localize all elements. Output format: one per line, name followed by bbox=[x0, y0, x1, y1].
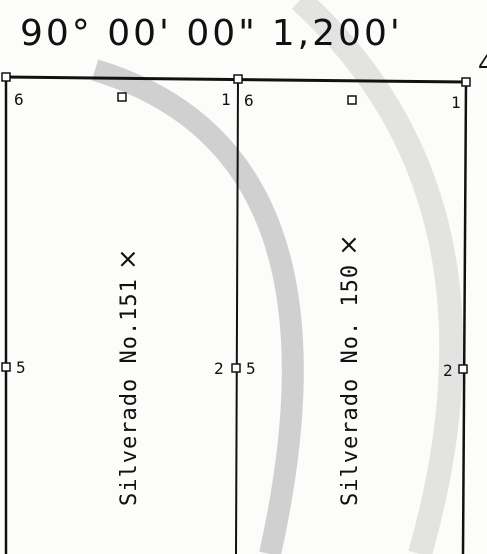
corner-number-1: 1 bbox=[221, 90, 231, 109]
claim-name-text: Silverado No.151 bbox=[117, 278, 142, 506]
corner-number-2: 2 bbox=[214, 359, 224, 378]
corner-number-5: 5 bbox=[246, 359, 256, 378]
bearing-distance-label: 90° 00' 00" 1,200' bbox=[20, 14, 450, 54]
edge-fragment-label: 4 bbox=[478, 50, 487, 78]
watermark-arc bbox=[91, 59, 304, 554]
corner-marker bbox=[233, 74, 243, 84]
corner-number-2: 2 bbox=[443, 361, 453, 380]
corner-marker bbox=[1, 72, 11, 82]
side-center-marker bbox=[231, 363, 241, 373]
corner-number-6: 6 bbox=[244, 91, 254, 110]
check-mark: × bbox=[334, 233, 364, 256]
corner-number-5: 5 bbox=[16, 358, 26, 377]
centerline-marker bbox=[117, 92, 127, 102]
claim-name-151: Silverado No.151 × bbox=[113, 247, 143, 506]
side-center-marker bbox=[1, 362, 11, 372]
side-center-marker bbox=[458, 364, 468, 374]
common-boundary-line bbox=[235, 78, 239, 554]
claim-name-150: Silverado No. 150 × bbox=[334, 233, 364, 506]
watermark-arc-outer bbox=[291, 0, 464, 554]
distance-text: 1,200' bbox=[271, 13, 403, 54]
claim-name-text: Silverado No. 150 bbox=[338, 263, 363, 506]
corner-marker bbox=[461, 77, 471, 87]
east-boundary-line-150 bbox=[461, 81, 468, 554]
check-mark: × bbox=[113, 247, 143, 271]
centerline-marker bbox=[347, 95, 357, 105]
bearing-text: 90° 00' 00" bbox=[20, 13, 258, 54]
corner-number-6: 6 bbox=[14, 90, 24, 109]
corner-number-1: 1 bbox=[451, 93, 461, 112]
